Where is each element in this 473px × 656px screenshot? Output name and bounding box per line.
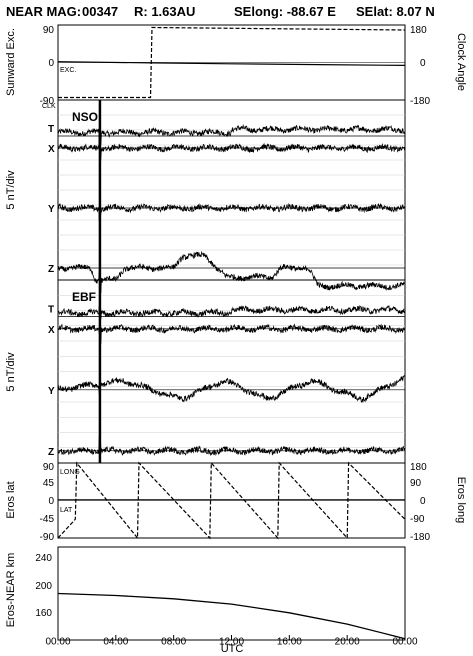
orientation-series: [57, 26, 406, 99]
eros-right-tick-neg90: -90: [410, 514, 425, 525]
eros-long-series: [57, 461, 406, 540]
nso-trace-x: [57, 129, 405, 164]
nso-label-z: Z: [48, 264, 54, 275]
eros-left-tick-90: 90: [43, 462, 55, 473]
title-day: 00347: [82, 4, 118, 19]
nso-grid: [58, 114, 405, 266]
nso-trace-t: [57, 124, 405, 146]
range-tick-200: 200: [35, 581, 52, 592]
ebf-trace-x: [57, 320, 405, 346]
ebf-grid: [58, 294, 405, 449]
orientation-series-clk: [58, 26, 406, 99]
nso-trace-y: [57, 194, 405, 222]
title-spacecraft: NEAR MAG:: [6, 4, 81, 19]
nso-label-x: X: [48, 144, 55, 155]
eros-right-tick-neg180: -180: [410, 532, 430, 543]
title-selat: SElat: 8.07 N: [356, 4, 435, 19]
exc-series-label: EXC.: [60, 67, 76, 74]
x-axis-label: UTC: [221, 643, 244, 655]
title-row: NEAR MAG: 00347 R: 1.63AU SElong: -88.67…: [6, 4, 435, 19]
ebf-traces: [57, 302, 405, 457]
time-tick-label: 20:00: [335, 636, 360, 647]
orient-left-tick-90: 90: [43, 25, 55, 36]
orient-left-label: Sunward Exc.: [5, 28, 17, 96]
time-tick-label: 08:00: [161, 636, 186, 647]
title-range: R: 1.63AU: [134, 4, 195, 19]
time-tick-label: 12:00: [219, 636, 244, 647]
orientation-panel: 90 0 -90 180 0 -180 Sunward Exc. Clock A…: [5, 24, 467, 110]
orient-right-tick-180: 180: [410, 25, 427, 36]
long-series-label: LONG: [60, 469, 80, 476]
time-tick-label: 04:00: [103, 636, 128, 647]
range-tick-240: 240: [35, 553, 52, 564]
orient-right-tick-0: 0: [420, 58, 426, 69]
title-selong: SElong: -88.67 E: [234, 4, 336, 19]
orient-right-tick-neg180: -180: [410, 96, 430, 107]
eros-left-tick-neg90: -90: [40, 532, 55, 543]
range-series-line: [57, 592, 406, 640]
ebf-label-t: T: [48, 305, 54, 316]
time-tick-marks: [57, 635, 406, 640]
ebf-label-x: X: [48, 325, 55, 336]
ebf-trace-z: [57, 435, 405, 457]
nso-panel: NSO 5 nT/div TX Y Z: [5, 99, 406, 293]
eros-right-tick-90: 90: [410, 478, 422, 489]
nso-scale-label: 5 nT/div: [5, 170, 17, 210]
eros-right-tick-180: 180: [410, 462, 427, 473]
range-series: [57, 592, 406, 640]
eros-right-tick-0: 0: [420, 496, 426, 507]
eros-left-tick-0: 0: [48, 496, 54, 507]
orient-right-label: Clock Angle: [455, 33, 467, 91]
ebf-scale-label: 5 nT/div: [5, 352, 17, 392]
time-tick-label: 00:00: [392, 636, 417, 647]
range-label: Eros-NEAR km: [5, 553, 17, 628]
ebf-panel: EBF 5 nT/div TX Y Z: [5, 279, 406, 464]
range-panel: 240 200 160 Eros-NEAR km: [5, 546, 406, 641]
eros-position-panel: 90 45 0 -45 -90 180 90 0 -90 -180 Eros l…: [5, 461, 467, 543]
orient-left-tick-0: 0: [48, 58, 54, 69]
nso-trace-z: [57, 250, 405, 293]
eros-left-tick-45: 45: [43, 478, 55, 489]
eros-right-label: Eros long: [455, 477, 467, 523]
nso-panel-name: NSO: [72, 110, 98, 124]
lat-series-label: LAT: [60, 507, 73, 514]
time-tick-label: 16:00: [277, 636, 302, 647]
eros-left-tick-neg45: -45: [40, 514, 55, 525]
eros-left-label: Eros lat: [5, 481, 17, 518]
orient-left-tick-neg90: -90: [40, 96, 55, 107]
ebf-trace-y: [57, 368, 405, 403]
ebf-label-y: Y: [48, 386, 55, 397]
time-axis-labels: 00:00 04:00 08:00 12:00 16:00 20:00 00:00: [45, 636, 417, 647]
ebf-trace-t: [57, 302, 405, 327]
nso-label-y: Y: [48, 204, 55, 215]
ebf-trace-labels: TX Y Z: [48, 305, 55, 458]
ebf-label-z: Z: [48, 447, 54, 458]
orientation-series-exc: [57, 61, 406, 66]
eros-position-series: [57, 461, 406, 540]
time-tick-label: 00:00: [45, 636, 70, 647]
ebf-panel-name: EBF: [72, 290, 96, 304]
clk-series-label: CLK: [42, 103, 56, 110]
nso-trace-labels: TX Y Z: [48, 124, 55, 275]
nso-traces: [57, 124, 405, 293]
nso-label-t: T: [48, 124, 54, 135]
range-tick-160: 160: [35, 608, 52, 619]
